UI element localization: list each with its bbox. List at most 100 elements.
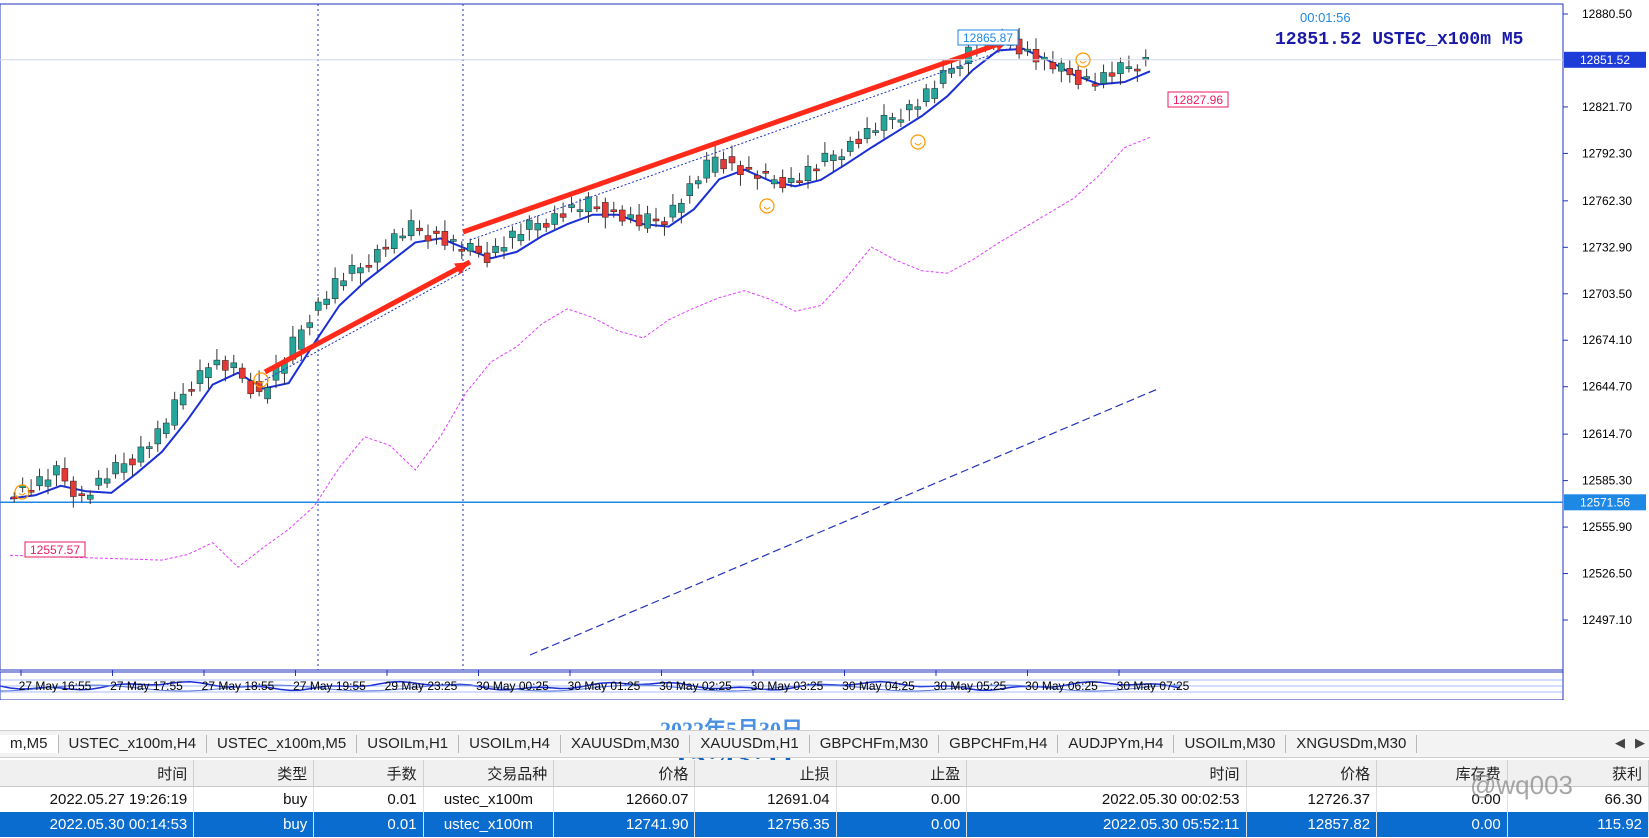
tab-chart-5[interactable]: XAUUSDm,M30 bbox=[561, 735, 691, 753]
price-tick-label: 12674.10 bbox=[1582, 333, 1632, 347]
candle-body bbox=[635, 214, 643, 227]
candle-body bbox=[112, 462, 119, 475]
tab-chart-10[interactable]: USOILm,M30 bbox=[1174, 735, 1287, 753]
cell-close-time: 2022.05.30 05:52:11 bbox=[966, 812, 1247, 837]
candle-body bbox=[1041, 56, 1048, 60]
cell-open-time: 2022.05.27 19:26:19 bbox=[0, 786, 195, 812]
col-swap[interactable]: 库存费 bbox=[1376, 760, 1508, 787]
tab-chart-2[interactable]: USTEC_x100m,M5 bbox=[207, 735, 358, 753]
cell-profit: 66.30 bbox=[1507, 786, 1649, 812]
line-price-text: 12571.56 bbox=[1580, 495, 1630, 509]
time-tick-label: 30 May 06:25 bbox=[1025, 679, 1098, 693]
time-tick-label: 27 May 19:55 bbox=[293, 679, 366, 693]
chart-area[interactable]: 12880.50 12821.70 12792.30 12762.30 12732.90… bbox=[0, 0, 1649, 700]
cell-symbol: ustec_x100m bbox=[423, 812, 555, 837]
candle-body bbox=[855, 138, 862, 144]
cell-open-price: 12660.07 bbox=[553, 786, 696, 812]
time-gridlines bbox=[317, 4, 464, 670]
table-row[interactable]: 2022.05.30 00:14:53 buy 0.01 ustec_x100m… bbox=[0, 812, 1649, 837]
scroll-left-icon[interactable]: ◀ bbox=[1615, 735, 1625, 750]
trade-link-line bbox=[469, 47, 1011, 241]
trade-link-line bbox=[264, 267, 471, 381]
cell-stop-loss: 12756.35 bbox=[694, 812, 837, 837]
col-close-time[interactable]: 时间 bbox=[966, 760, 1247, 787]
price-chart[interactable]: 12880.50 12821.70 12792.30 12762.30 12732.90… bbox=[0, 0, 1649, 700]
col-profit[interactable]: 获利 bbox=[1507, 760, 1649, 787]
candle-body bbox=[754, 174, 761, 179]
candle-body bbox=[129, 458, 136, 466]
tab-chart-1[interactable]: USTEC_x100m,H4 bbox=[59, 735, 208, 753]
trend-arrow[interactable] bbox=[263, 259, 472, 375]
tab-chart-6[interactable]: XAUUSDm,H1 bbox=[690, 735, 810, 753]
col-stop-loss[interactable]: 止损 bbox=[694, 760, 837, 787]
candle-body bbox=[1100, 72, 1107, 84]
col-type[interactable]: 类型 bbox=[193, 760, 315, 787]
candle-body bbox=[390, 233, 398, 249]
tab-chart-11[interactable]: XNGUSDm,M30 bbox=[1286, 735, 1418, 753]
candle-body bbox=[450, 239, 457, 242]
cell-symbol: ustec_x100m bbox=[423, 786, 555, 812]
candle-body bbox=[770, 179, 778, 185]
scroll-right-icon[interactable]: ▶ bbox=[1635, 735, 1645, 750]
candle-body bbox=[407, 220, 415, 237]
ma-slow-line bbox=[9, 136, 1151, 568]
candle-body bbox=[500, 247, 508, 252]
tab-chart-8[interactable]: GBPCHFm,H4 bbox=[939, 735, 1059, 753]
tab-chart-3[interactable]: USOILm,H1 bbox=[357, 735, 460, 753]
low-price-label-right: 12827.96 bbox=[1173, 93, 1223, 107]
current-price-text: 12851.52 bbox=[1580, 53, 1630, 67]
candle-body bbox=[880, 114, 888, 131]
cell-type: buy bbox=[193, 812, 315, 837]
smiley-icon bbox=[759, 198, 775, 214]
chart-title: 12851.52 USTEC_x100m M5 bbox=[1275, 30, 1524, 50]
col-open-price[interactable]: 价格 bbox=[553, 760, 696, 787]
table-row[interactable]: 2022.05.27 19:26:19 buy 0.01 ustec_x100m… bbox=[0, 786, 1649, 812]
col-take-profit[interactable]: 止盈 bbox=[836, 760, 968, 787]
time-tick-label: 27 May 16:55 bbox=[19, 679, 92, 693]
col-symbol[interactable]: 交易品种 bbox=[423, 760, 555, 787]
cell-close-time: 2022.05.30 00:02:53 bbox=[966, 786, 1247, 812]
candle-body bbox=[889, 117, 896, 120]
indicator-lines bbox=[0, 679, 1563, 693]
line-price-tag bbox=[1564, 494, 1646, 511]
candle-body bbox=[61, 468, 69, 482]
tab-chart-9[interactable]: AUDJPYm,H4 bbox=[1058, 735, 1175, 753]
candle-body bbox=[44, 479, 52, 487]
tab-chart-7[interactable]: GBPCHFm,M30 bbox=[810, 735, 940, 753]
candle-body bbox=[137, 446, 145, 463]
cell-profit: 115.92 bbox=[1507, 812, 1649, 837]
cell-open-price: 12741.90 bbox=[553, 812, 696, 837]
col-close-price[interactable]: 价格 bbox=[1246, 760, 1378, 787]
candle-body bbox=[686, 183, 694, 197]
candle-body bbox=[914, 106, 922, 110]
high-price-label-box bbox=[957, 29, 1019, 46]
candle-body bbox=[948, 68, 955, 74]
candle-body bbox=[466, 242, 474, 252]
candle-body bbox=[120, 463, 128, 473]
candle-body bbox=[526, 219, 533, 230]
trend-arrow[interactable] bbox=[462, 37, 1011, 235]
col-open-time[interactable]: 时间 bbox=[0, 760, 195, 787]
tab-chart-0[interactable]: m,M5 bbox=[0, 735, 59, 753]
candle-body bbox=[728, 156, 736, 164]
price-tick-label: 12703.50 bbox=[1582, 287, 1632, 301]
arrow-head bbox=[454, 262, 470, 275]
tab-chart-4[interactable]: USOILm,H4 bbox=[459, 735, 561, 753]
price-tick-label: 12585.30 bbox=[1582, 474, 1632, 488]
high-price-label: 12865.87 bbox=[963, 31, 1013, 45]
time-tick-label: 30 May 00:25 bbox=[476, 679, 549, 693]
trend-arrows bbox=[263, 37, 1011, 381]
candle-body bbox=[939, 70, 947, 84]
cell-swap: 0.00 bbox=[1376, 786, 1508, 812]
candle-body bbox=[779, 177, 786, 189]
candle-body bbox=[610, 209, 618, 212]
smiley-icon bbox=[910, 134, 926, 150]
candle-body bbox=[188, 389, 195, 392]
candle-body bbox=[27, 490, 35, 493]
chart-tab-bar: m,M5 USTEC_x100m,H4 USTEC_x100m,M5 USOIL… bbox=[0, 730, 1649, 758]
time-tick-label: 30 May 02:25 bbox=[659, 679, 732, 693]
cell-close-price: 12857.82 bbox=[1246, 812, 1378, 837]
col-volume[interactable]: 手数 bbox=[313, 760, 424, 787]
cell-close-price: 12726.37 bbox=[1246, 786, 1378, 812]
candle-body bbox=[205, 367, 212, 379]
